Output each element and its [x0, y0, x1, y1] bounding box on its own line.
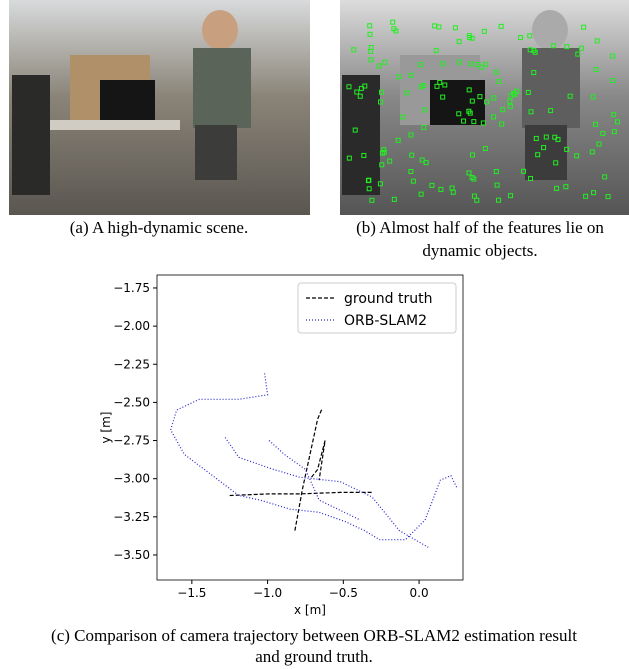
x-tick-label: −1.5 — [177, 586, 206, 600]
y-tick-label: −1.75 — [113, 281, 150, 295]
chart: −1.5 −1.0 −0.5 0.0 −1.75 −2.00 −2.25 −2.50 −2.75… — [99, 275, 463, 617]
y-tick-label: −3.25 — [113, 510, 150, 524]
photo-b — [340, 0, 629, 215]
trajectory-line — [171, 373, 457, 547]
y-tick-label: −2.00 — [113, 319, 150, 333]
trajectory-line — [230, 409, 372, 531]
y-tick-label: −2.75 — [113, 434, 150, 448]
caption: (a) A high-dynamic scene. — [70, 218, 248, 237]
photo-a — [9, 0, 310, 215]
y-axis-label: y [m] — [99, 412, 113, 444]
caption: (c) Comparison of camera trajectory betw… — [51, 626, 577, 645]
x-tick-label: 0.0 — [410, 586, 429, 600]
x-axis-label: x [m] — [294, 603, 326, 617]
y-tick-label: −2.25 — [113, 357, 150, 371]
page: (a) A high-dynamic scene. (b) Almost hal… — [0, 0, 629, 669]
caption: (b) Almost half of the features lie on — [356, 218, 604, 237]
legend-label: ORB-SLAM2 — [344, 313, 427, 329]
y-tick-label: −2.50 — [113, 395, 150, 409]
caption: dynamic objects. — [422, 241, 537, 260]
y-tick-label: −3.50 — [113, 548, 150, 562]
x-tick-label: −0.5 — [329, 586, 358, 600]
legend-label: ground truth — [344, 291, 432, 307]
x-tick-label: −1.0 — [253, 586, 282, 600]
caption: and ground truth. — [255, 647, 373, 666]
y-tick-label: −3.00 — [113, 472, 150, 486]
